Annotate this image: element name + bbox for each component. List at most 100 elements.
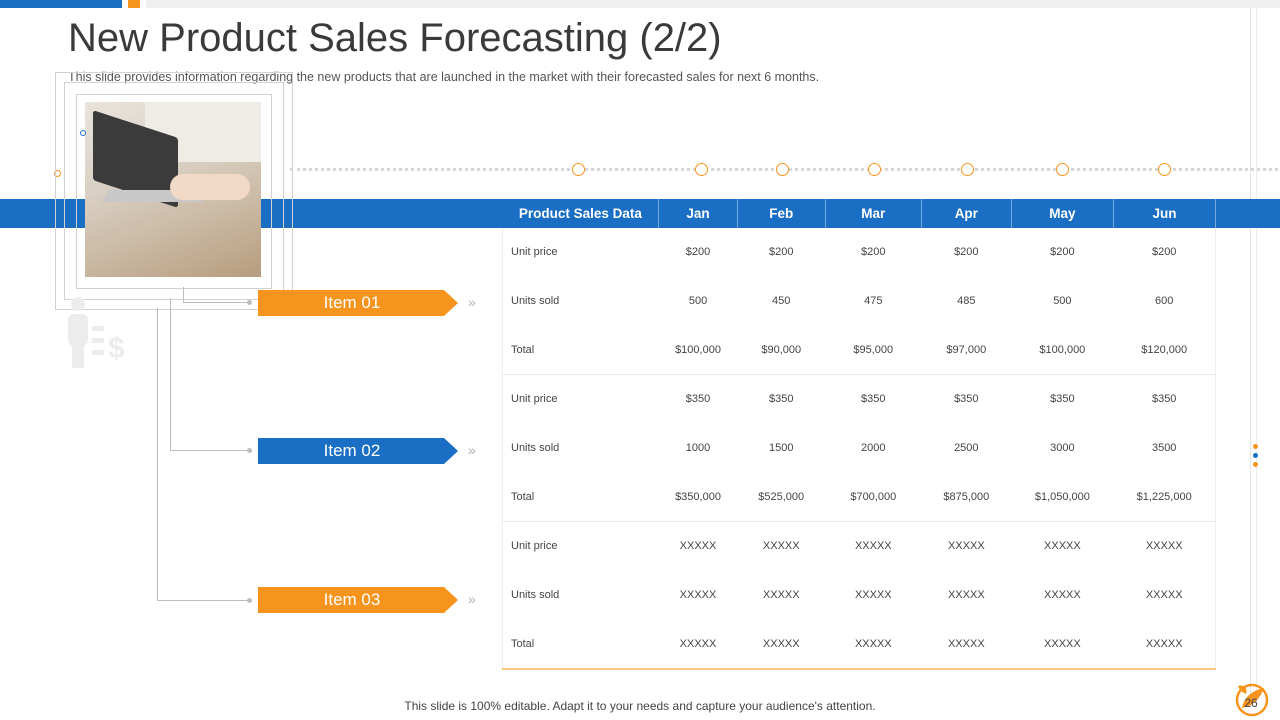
table-cell: XXXXX <box>854 589 892 602</box>
header-feb: Feb <box>737 199 826 228</box>
row-label: Units sold <box>511 295 560 308</box>
row-label: Total <box>502 472 659 523</box>
person-dollar-icon: $ <box>68 297 125 368</box>
table-cell: $100,000 <box>1011 325 1114 376</box>
table-cell: XXXXX <box>825 619 922 671</box>
connector-dot <box>247 448 252 453</box>
row-label: Units sold <box>511 589 560 602</box>
table-cell: 1500 <box>768 442 794 455</box>
photo-frame-inner <box>76 94 272 289</box>
connector-dot <box>247 300 252 305</box>
photo-frame-outer <box>55 72 293 310</box>
table-cell: 2500 <box>954 442 979 455</box>
table-cell: $200 <box>1050 246 1075 259</box>
row-label: Unit price <box>511 393 558 406</box>
double-chevron-right-icon: » <box>468 442 476 458</box>
table-cell: 485 <box>957 295 976 308</box>
table-cell: XXXXX <box>762 589 800 602</box>
timeline-marker <box>776 163 789 176</box>
timeline-start-dot <box>54 170 61 177</box>
footer-note: This slide is 100% editable. Adapt it to… <box>404 699 876 713</box>
photo-frame-middle <box>64 82 284 300</box>
table-cell: 2000 <box>861 442 886 455</box>
side-dot <box>1253 453 1258 458</box>
header-mar: Mar <box>825 199 922 228</box>
table-cell: XXXXX <box>921 619 1012 671</box>
table-cell: XXXXX <box>947 540 985 553</box>
table-cell: $350 <box>1050 393 1075 406</box>
connector-item-02 <box>170 298 250 451</box>
timeline-marker <box>695 163 708 176</box>
table-cell: 475 <box>864 295 883 308</box>
table-cell: $97,000 <box>921 325 1012 376</box>
table-row: Units sold XXXXX XXXXX XXXXX XXXXX XXXXX XXXXX <box>503 571 1216 620</box>
table-cell: $350 <box>861 393 886 406</box>
table-cell: $350,000 <box>658 472 738 523</box>
right-divider-2 <box>1256 8 1257 708</box>
slide-title: New Product Sales Forecasting (2/2) <box>68 16 722 60</box>
timeline-marker <box>961 163 974 176</box>
item-02-label: Item 02 <box>323 441 381 460</box>
table-cell: $350 <box>685 393 711 406</box>
svg-text:$: $ <box>108 332 125 365</box>
item-01-label: Item 01 <box>323 293 381 312</box>
table-cell: $1,225,000 <box>1113 472 1216 523</box>
row-label: Total <box>502 619 659 671</box>
slide-subtitle: This slide provides information regardin… <box>68 70 820 84</box>
table-row: Units sold 500 450 475 485 500 600 <box>503 277 1216 326</box>
photo-hand <box>170 174 250 200</box>
item-01-tag: Item 01 <box>258 290 458 316</box>
table-cell: $200 <box>954 246 979 259</box>
item-03-tag: Item 03 <box>258 587 458 613</box>
table-cell: $90,000 <box>737 325 826 376</box>
table-cell: XXXXX <box>1145 540 1183 553</box>
table-cell: $525,000 <box>737 472 826 523</box>
laptop-photo <box>85 102 261 277</box>
table-cell: 1000 <box>685 442 711 455</box>
table-row: Units sold 1000 1500 2000 2500 3000 3500 <box>503 424 1216 473</box>
table-cell: 500 <box>1053 295 1072 308</box>
connector-item-03 <box>157 308 250 601</box>
table-cell: XXXXX <box>854 540 892 553</box>
header-apr: Apr <box>921 199 1012 228</box>
table-cell: $200 <box>1151 246 1177 259</box>
table-row: Total XXXXX XXXXX XXXXX XXXXX XXXXX XXXXX <box>502 619 1216 671</box>
top-accent-gray <box>146 0 1280 8</box>
table-cell: 500 <box>688 295 708 308</box>
table-row: Unit price $200 $200 $200 $200 $200 $200 <box>503 228 1216 277</box>
leaf-logo-icon <box>1235 683 1269 717</box>
table-cell: 3500 <box>1151 442 1177 455</box>
table-cell: XXXXX <box>1044 589 1081 602</box>
table-cell: $1,050,000 <box>1011 472 1114 523</box>
table-row: Unit price $350 $350 $350 $350 $350 $350 <box>503 375 1216 424</box>
right-divider <box>1250 8 1251 708</box>
connector-dot <box>247 598 252 603</box>
frame-dot <box>80 130 86 136</box>
table-cell: $200 <box>861 246 886 259</box>
table-cell: $350 <box>954 393 979 406</box>
item-03-label: Item 03 <box>323 590 381 609</box>
side-dots-decoration <box>1253 444 1258 471</box>
table-cell: XXXXX <box>947 589 985 602</box>
timeline-marker <box>1056 163 1069 176</box>
table-cell: $95,000 <box>825 325 922 376</box>
table-cell: $875,000 <box>921 472 1012 523</box>
table-cell: $120,000 <box>1113 325 1216 376</box>
table-cell: XXXXX <box>762 540 800 553</box>
table-cell: XXXXX <box>1044 540 1081 553</box>
item-02-tag: Item 02 <box>258 438 458 464</box>
table-cell: XXXXX <box>1113 619 1216 671</box>
table-cell: XXXXX <box>1145 589 1183 602</box>
header-product-sales-data: Product Sales Data <box>502 199 660 228</box>
table-cell: XXXXX <box>737 619 826 671</box>
table-cell: $350 <box>1151 393 1177 406</box>
table-header-row: Product Sales Data Jan Feb Mar Apr May J… <box>502 199 1217 228</box>
header-jan: Jan <box>658 199 738 228</box>
top-accent-orange <box>128 0 140 8</box>
row-label: Unit price <box>511 540 558 553</box>
top-accent-blue <box>0 0 122 8</box>
row-label: Unit price <box>511 246 558 259</box>
table-cell: $200 <box>685 246 711 259</box>
table-row: Total $100,000 $90,000 $95,000 $97,000 $100,0… <box>502 325 1216 376</box>
side-dot <box>1253 462 1258 467</box>
